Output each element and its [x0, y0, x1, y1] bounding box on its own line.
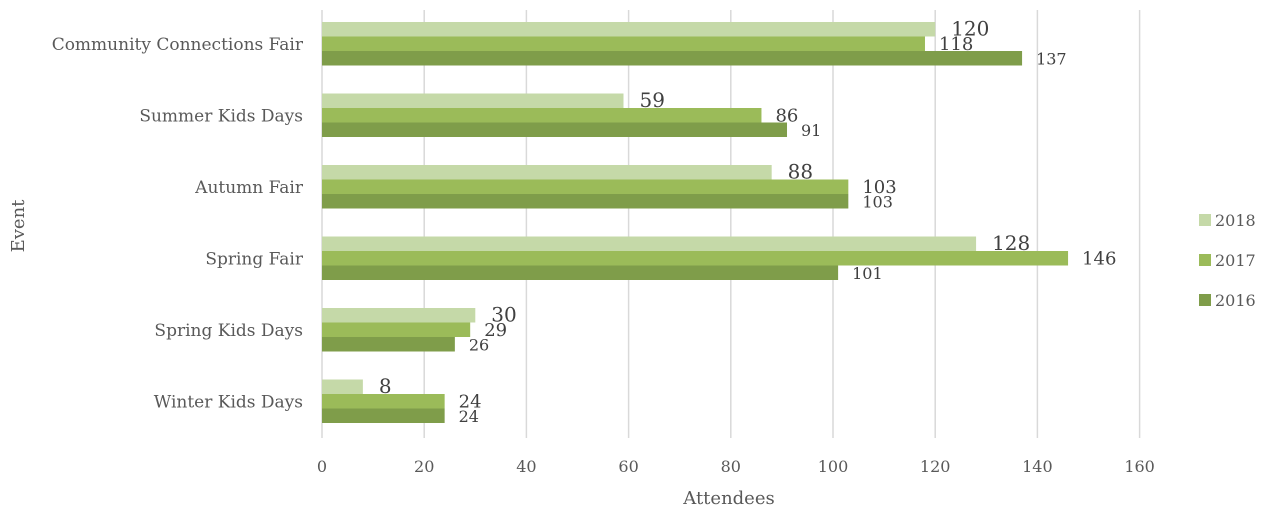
- bar-2018: [322, 165, 772, 180]
- value-label: 88: [788, 160, 813, 184]
- bar-2016: [322, 408, 445, 423]
- x-tick-label: 80: [721, 457, 741, 476]
- bars: [322, 22, 1069, 423]
- value-label: 29: [484, 320, 507, 341]
- category-label: Autumn Fair: [194, 178, 304, 198]
- category-label: Spring Kids Days: [154, 321, 303, 341]
- bar-2017: [322, 179, 849, 194]
- category-label: Winter Kids Days: [154, 392, 303, 412]
- bar-2018: [322, 379, 363, 394]
- x-tick-label: 120: [920, 457, 951, 476]
- legend-label: 2018: [1215, 211, 1256, 230]
- bar-2017: [322, 322, 471, 337]
- x-tick-label: 20: [414, 457, 434, 476]
- bar-2017: [322, 36, 925, 51]
- value-label: 103: [862, 193, 893, 212]
- x-tick-label: 60: [618, 457, 638, 476]
- y-axis-title: Event: [8, 199, 29, 253]
- value-label: 103: [862, 177, 896, 198]
- value-label: 24: [459, 392, 482, 413]
- bar-2017: [322, 251, 1069, 266]
- value-label: 137: [1036, 50, 1067, 69]
- value-label: 8: [379, 374, 392, 398]
- value-label: 118: [939, 34, 973, 55]
- value-label: 91: [801, 121, 821, 140]
- category-label: Summer Kids Days: [139, 106, 303, 126]
- bar-2016: [322, 194, 849, 209]
- value-label: 59: [639, 88, 664, 112]
- category-label: Spring Fair: [205, 249, 304, 269]
- value-label: 146: [1082, 249, 1116, 270]
- x-tick-label: 160: [1124, 457, 1155, 476]
- legend-swatch-2016: [1199, 294, 1211, 306]
- legend-swatch-2017: [1199, 254, 1211, 266]
- value-label: 24: [459, 407, 479, 426]
- x-tick-labels: 0 20 40 60 80 100 120 140 160: [317, 457, 1155, 476]
- legend: 2018 2017 2016: [1199, 211, 1256, 310]
- value-label: 101: [852, 264, 883, 283]
- x-tick-label: 40: [516, 457, 536, 476]
- value-label: 128: [992, 231, 1030, 255]
- bar-2017: [322, 394, 445, 409]
- bar-2018: [322, 236, 977, 251]
- value-label: 86: [775, 106, 798, 127]
- x-tick-label: 140: [1022, 457, 1053, 476]
- category-labels: Community Connections Fair Summer Kids Da…: [52, 35, 304, 413]
- value-label: 120: [951, 17, 989, 41]
- bar-2016: [322, 51, 1023, 66]
- x-axis-title: Attendees: [682, 488, 774, 509]
- bar-2017: [322, 108, 762, 123]
- x-tick-label: 0: [317, 457, 327, 476]
- bar-2016: [322, 122, 788, 137]
- bar-2018: [322, 22, 936, 37]
- legend-label: 2017: [1215, 251, 1256, 270]
- grid-lines: [321, 10, 1141, 438]
- legend-swatch-2018: [1199, 214, 1211, 226]
- value-label: 26: [469, 336, 489, 355]
- legend-label: 2016: [1215, 291, 1256, 310]
- category-label: Community Connections Fair: [52, 35, 304, 55]
- bar-2018: [322, 308, 476, 323]
- bar-2018: [322, 93, 624, 108]
- value-label: 30: [491, 303, 516, 327]
- bar-2016: [322, 337, 455, 352]
- x-tick-label: 100: [818, 457, 849, 476]
- bar-2016: [322, 265, 839, 280]
